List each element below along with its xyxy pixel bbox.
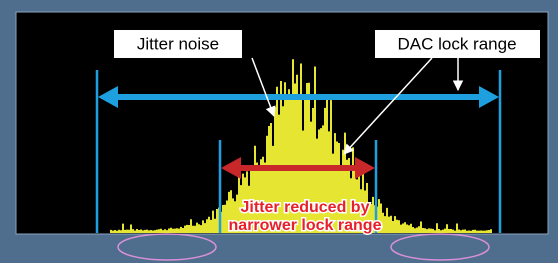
diagram: Jitter noise DAC lock range Jitter reduc… bbox=[0, 0, 558, 263]
reduced-label: narrower lock range bbox=[229, 217, 382, 234]
reduced-label: Jitter reduced by bbox=[241, 199, 370, 216]
dac-lock-range-label: DAC lock range bbox=[397, 34, 516, 53]
jitter-noise-label: Jitter noise bbox=[137, 34, 219, 53]
